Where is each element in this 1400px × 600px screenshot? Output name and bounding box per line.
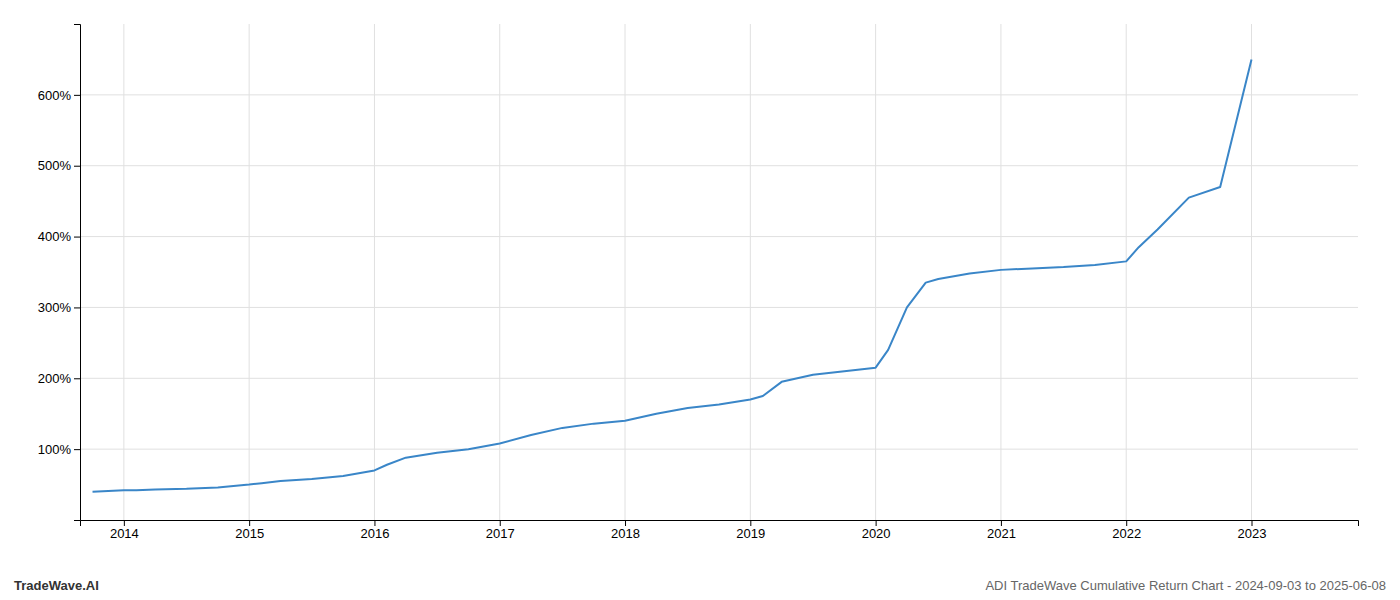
x-tick: 2021 — [987, 520, 1016, 541]
grid-line-x — [1251, 24, 1252, 520]
chart: 2014 2015 2016 2017 2018 2019 2020 2021 2022 2023… — [0, 0, 1400, 600]
x-tick: 2018 — [611, 520, 640, 541]
grid-line-y — [80, 236, 1358, 237]
x-tick: 2019 — [736, 520, 765, 541]
grid-line-x — [249, 24, 250, 520]
plot: 2014 2015 2016 2017 2018 2019 2020 2021 2022 2023… — [38, 24, 1359, 541]
tick-mark — [1252, 520, 1253, 526]
y-tick: 600% — [38, 88, 80, 103]
tick-label: 500% — [38, 158, 72, 173]
tick-label: 2019 — [736, 526, 765, 541]
tick-mark — [750, 520, 751, 526]
tick-label: 2018 — [611, 526, 640, 541]
tick-mark — [374, 520, 375, 526]
tick-mark — [249, 520, 250, 526]
tick-mark — [74, 237, 80, 238]
grid — [80, 24, 1358, 520]
tick-mark — [74, 166, 80, 167]
grid-line-x — [750, 24, 751, 520]
grid-line-y — [80, 378, 1358, 379]
tick-label: 2016 — [360, 526, 389, 541]
y-tick: 500% — [38, 158, 80, 173]
x-axis: 2014 2015 2016 2017 2018 2019 2020 2021 2022 2023 — [81, 520, 1359, 541]
y-tick: 200% — [38, 371, 80, 386]
y-axis: 100% 200% 300% 400% 500% 600% — [38, 25, 81, 521]
tick-mark — [625, 520, 626, 526]
x-tick: 2014 — [110, 520, 139, 541]
grid-line-y — [80, 449, 1358, 450]
footer-left: TradeWave.AI — [14, 578, 99, 593]
y-tick: 300% — [38, 300, 80, 315]
tick-label: 2015 — [235, 526, 264, 541]
y-tick: 100% — [38, 442, 80, 457]
tick-label: 2022 — [1112, 526, 1141, 541]
line — [93, 59, 1252, 491]
tick-label: 2014 — [110, 526, 139, 541]
tick-mark — [876, 520, 877, 526]
grid-line-x — [123, 24, 124, 520]
grid-line-x — [499, 24, 500, 520]
tick-label: 100% — [38, 442, 72, 457]
grid-line-x — [625, 24, 626, 520]
axis-line — [74, 25, 81, 521]
x-tick: 2015 — [235, 520, 264, 541]
grid-line-x — [374, 24, 375, 520]
tick-mark — [74, 307, 80, 308]
x-tick: 2016 — [360, 520, 389, 541]
grid-line-x — [1126, 24, 1127, 520]
tick-mark — [74, 378, 80, 379]
grid-line-y — [80, 94, 1358, 95]
x-tick: 2022 — [1112, 520, 1141, 541]
tick-label: 300% — [38, 300, 72, 315]
x-tick: 2020 — [862, 520, 891, 541]
tick-mark — [1126, 520, 1127, 526]
marks — [93, 59, 1252, 491]
x-tick: 2023 — [1238, 520, 1267, 541]
tick-label: 2017 — [486, 526, 515, 541]
tick-label: 200% — [38, 371, 72, 386]
tick-label: 600% — [38, 88, 72, 103]
tick-label: 400% — [38, 229, 72, 244]
tick-label: 2020 — [862, 526, 891, 541]
tick-mark — [500, 520, 501, 526]
grid-line-y — [80, 307, 1358, 308]
grid-line-x — [875, 24, 876, 520]
tick-mark — [74, 95, 80, 96]
tick-label: 2021 — [987, 526, 1016, 541]
tick-mark — [1001, 520, 1002, 526]
tick-mark — [124, 520, 125, 526]
footer-right: ADI TradeWave Cumulative Return Chart - … — [985, 578, 1386, 593]
grid-line-x — [1000, 24, 1001, 520]
axis-line — [81, 521, 1359, 527]
grid-line-y — [80, 165, 1358, 166]
x-tick: 2017 — [486, 520, 515, 541]
y-tick: 400% — [38, 229, 80, 244]
tick-mark — [74, 449, 80, 450]
tick-label: 2023 — [1238, 526, 1267, 541]
